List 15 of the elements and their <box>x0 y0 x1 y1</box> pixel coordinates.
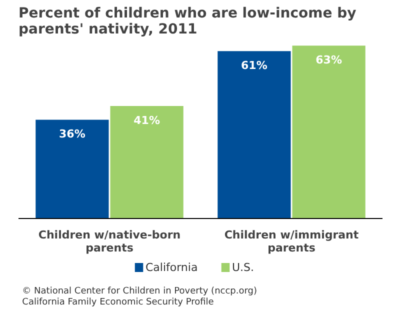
data-label: 41% <box>134 114 160 128</box>
chart-title: Percent of children who are low-income by parents' nativity, 2011 <box>18 6 356 38</box>
bar <box>218 51 291 218</box>
data-label: 61% <box>241 59 268 72</box>
legend-label: California <box>145 261 198 274</box>
bar <box>36 120 109 218</box>
bar <box>292 46 366 218</box>
x-tick-label: Children w/immigrant parents <box>224 228 359 254</box>
legend-label: U.S. <box>232 261 254 274</box>
data-label: 36% <box>59 128 86 141</box>
x-tick-label: Children w/native-born parents <box>38 228 181 254</box>
data-label: 63% <box>316 54 342 67</box>
text: © National Center for Children in Poverty (nccp.org) <box>22 286 258 296</box>
bar <box>110 106 184 218</box>
text: California Family Economic Security Profile <box>22 298 214 308</box>
